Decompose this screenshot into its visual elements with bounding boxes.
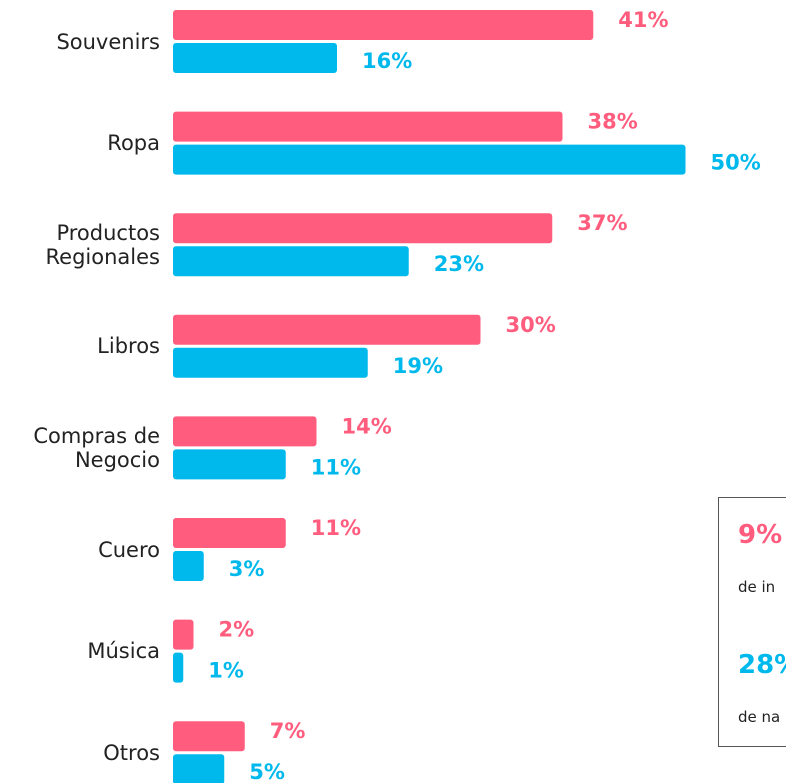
category-label: Cuero bbox=[98, 537, 160, 562]
value-label: 16% bbox=[362, 49, 412, 73]
note-text: de in bbox=[738, 578, 776, 596]
value-label: 23% bbox=[434, 252, 484, 276]
bar bbox=[173, 347, 368, 378]
bar bbox=[173, 111, 563, 142]
value-label: 2% bbox=[219, 618, 255, 642]
category-label: Compras de Negocio bbox=[33, 423, 160, 472]
category-label: Música bbox=[87, 639, 160, 664]
note-box: 9% de in 28% de na bbox=[718, 497, 786, 747]
bar bbox=[173, 10, 594, 40]
bar bbox=[173, 416, 317, 447]
bar bbox=[173, 652, 184, 683]
bar bbox=[173, 721, 245, 752]
bar bbox=[173, 43, 337, 73]
category-label: Productos Regionales bbox=[45, 220, 160, 269]
value-label: 14% bbox=[342, 414, 392, 438]
bar bbox=[173, 449, 286, 480]
value-label: 37% bbox=[577, 211, 627, 235]
value-label: 11% bbox=[311, 455, 361, 479]
note-value: 28% bbox=[738, 650, 786, 680]
category-label: Souvenirs bbox=[56, 29, 160, 54]
bar bbox=[173, 518, 286, 548]
bar bbox=[173, 144, 686, 175]
value-label: 1% bbox=[208, 659, 244, 683]
category-label: Otros bbox=[103, 740, 160, 765]
bar bbox=[173, 246, 409, 277]
note-value: 9% bbox=[738, 520, 783, 550]
category-label: Libros bbox=[97, 334, 160, 359]
bar bbox=[173, 619, 194, 650]
value-label: 30% bbox=[506, 313, 556, 337]
bar bbox=[173, 314, 481, 345]
value-label: 38% bbox=[588, 110, 638, 134]
note-text: de na bbox=[738, 708, 781, 726]
value-label: 11% bbox=[311, 516, 361, 540]
category-label: Ropa bbox=[107, 131, 160, 156]
value-label: 5% bbox=[249, 760, 285, 783]
bar bbox=[173, 754, 225, 783]
bar bbox=[173, 551, 204, 581]
value-label: 19% bbox=[393, 354, 443, 378]
value-label: 3% bbox=[229, 557, 265, 581]
value-label: 41% bbox=[618, 8, 668, 32]
value-label: 7% bbox=[270, 719, 306, 743]
value-label: 50% bbox=[711, 151, 761, 175]
bar bbox=[173, 213, 553, 244]
